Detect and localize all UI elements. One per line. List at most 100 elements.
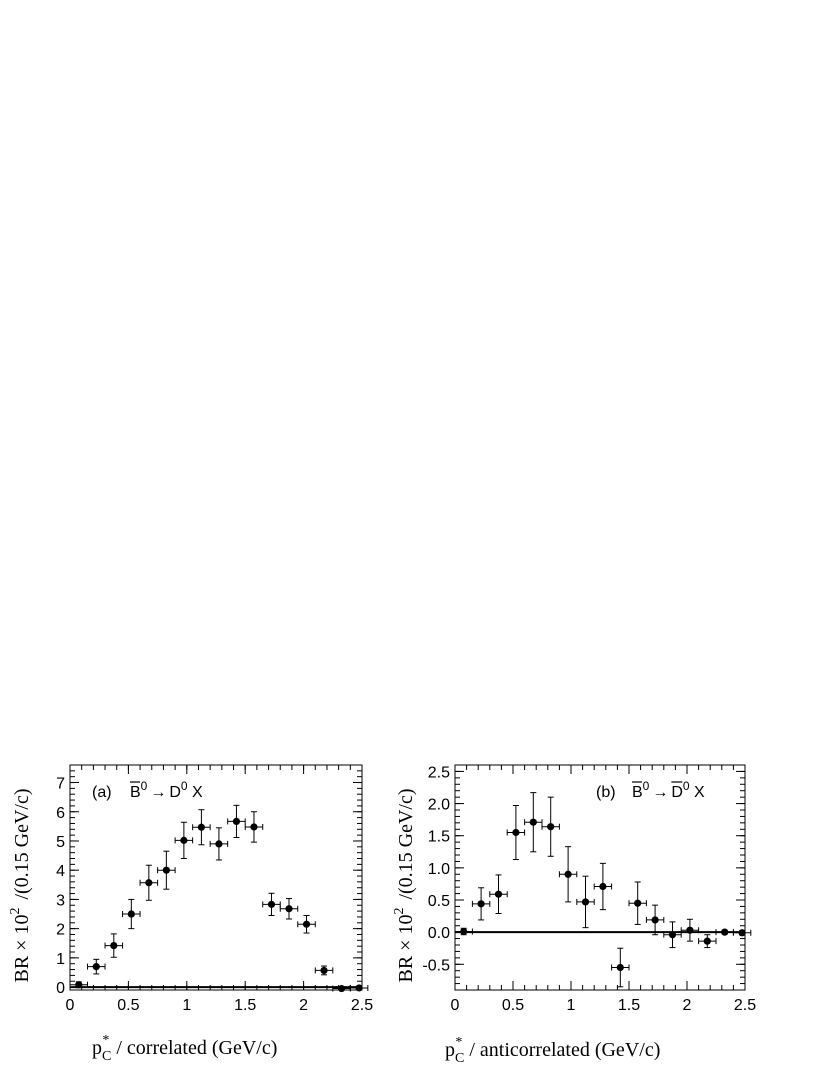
data-marker <box>285 905 293 913</box>
decay-arrow-a: → <box>150 784 166 801</box>
data-point-a-13 <box>279 898 299 920</box>
decay-b-charge-a: 0 <box>141 779 148 793</box>
data-marker <box>302 920 311 928</box>
data-marker <box>460 927 468 936</box>
x-tick-label-a: 2.5 <box>351 997 373 1014</box>
data-marker <box>320 966 328 975</box>
data-point-a-6 <box>157 850 176 890</box>
data-marker <box>232 817 241 825</box>
y-axis-title-b: BR × 102 /(0.15 GeV/c) <box>392 788 417 982</box>
x-tick-label-b: 1 <box>567 997 576 1014</box>
y-tick-label-a: 4 <box>56 863 65 880</box>
data-point-b-12 <box>645 904 665 936</box>
y-title-pre-a: BR × 10 <box>11 915 33 983</box>
data-marker <box>738 929 746 937</box>
data-marker <box>162 866 170 874</box>
data-point-b-15 <box>698 934 717 949</box>
data-marker <box>651 916 659 924</box>
data-point-a-3 <box>104 933 124 958</box>
decay-label-a: B0 → D0 X <box>130 779 203 801</box>
data-marker <box>686 926 694 934</box>
x-tick-label-b: 1.5 <box>618 997 640 1014</box>
x-title-sup-b: * <box>455 1035 462 1050</box>
y-tick-label-b: 0.0 <box>428 925 450 942</box>
data-point-a-15 <box>314 965 334 976</box>
panel-b: 0 0.5 1 1.5 2 2.5 -0.5 0.0 0.5 1.0 1.5 2.0 2.5 (b) B… <box>392 764 756 1066</box>
decay-d-charge-a: 0 <box>181 779 188 793</box>
data-point-b-8 <box>576 875 595 929</box>
x-tick-label-b: 2 <box>683 997 692 1014</box>
y-tick-label-b: 2.0 <box>428 797 450 814</box>
y-title-pre-b: BR × 10 <box>395 915 417 983</box>
y-tick-label-a: 7 <box>56 776 65 793</box>
decay-arrow-b: → <box>652 784 668 801</box>
data-point-a-14 <box>297 914 316 934</box>
x-tick-label-b: 2.5 <box>734 997 756 1014</box>
decay-d-a: D <box>169 784 181 801</box>
y-tick-label-b: 1.5 <box>428 829 450 846</box>
x-tick-label-a: 0.5 <box>117 997 139 1014</box>
plot-frame-b <box>454 764 746 991</box>
data-marker <box>110 941 118 950</box>
data-marker <box>477 900 485 908</box>
y-tick-label-a: 6 <box>56 805 65 822</box>
data-marker <box>197 823 205 831</box>
y-title-sup-b: 2 <box>392 908 407 915</box>
x-title-rest-b: / anticorrelated (GeV/c) <box>464 1039 660 1061</box>
ticks-b: 0 0.5 1 1.5 2 2.5 -0.5 0.0 0.5 1.0 1.5 2.0 2.5 <box>422 764 756 1014</box>
data-point-a-4 <box>122 898 141 930</box>
data-point-b-7 <box>558 846 578 903</box>
x-title-sup-a: * <box>102 1033 109 1048</box>
data-points-a <box>69 804 369 993</box>
x-tick-label-b: 0.5 <box>502 997 524 1014</box>
data-point-b-14 <box>680 918 700 942</box>
data-marker <box>127 910 135 918</box>
data-point-a-17 <box>349 984 369 992</box>
y-title-sup-a: 2 <box>8 908 23 915</box>
data-point-b-10 <box>611 947 630 988</box>
y-tick-label-a: 2 <box>56 922 65 939</box>
data-point-a-5 <box>139 864 159 901</box>
x-title-rest-a: / correlated (GeV/c) <box>111 1037 277 1059</box>
data-point-a-11 <box>244 811 264 843</box>
x-title-main-a: p <box>92 1037 102 1059</box>
data-point-b-6 <box>541 796 560 857</box>
x-tick-label-a: 1.5 <box>234 997 256 1014</box>
y-tick-label-b: -0.5 <box>422 957 450 974</box>
y-title-post-a: /(0.15 GeV/c) <box>11 788 33 899</box>
data-marker <box>75 981 83 989</box>
x-axis-title-b: pC* / anticorrelated (GeV/c) <box>445 1035 660 1066</box>
decay-b-charge-b: 0 <box>643 779 650 793</box>
data-point-a-12 <box>262 892 281 916</box>
data-marker <box>721 928 729 936</box>
decay-label-b: B0 → D0 X <box>632 779 705 801</box>
data-point-b-1 <box>454 927 473 936</box>
decay-x-b: X <box>690 784 705 801</box>
data-point-b-2 <box>471 887 491 921</box>
data-point-a-9 <box>209 827 229 861</box>
panel-label-b: (b) <box>596 784 616 801</box>
y-tick-label-a: 5 <box>56 834 65 851</box>
y-title-post-b: /(0.15 GeV/c) <box>395 788 417 899</box>
y-tick-label-b: 1.0 <box>428 861 450 878</box>
x-tick-label-a: 2 <box>299 997 308 1014</box>
data-marker <box>581 898 590 906</box>
data-marker <box>616 963 624 972</box>
data-point-b-9 <box>593 862 613 911</box>
data-point-a-8 <box>192 809 211 846</box>
y-tick-label-a: 3 <box>56 892 65 909</box>
decay-b-a: B <box>130 784 141 801</box>
data-point-a-10 <box>227 804 246 838</box>
x-tick-label-a: 0 <box>66 997 75 1014</box>
data-marker <box>494 890 503 898</box>
decay-d-b: D <box>671 784 683 801</box>
data-point-b-13 <box>663 921 682 949</box>
data-marker <box>215 840 223 848</box>
x-tick-label-b: 0 <box>451 997 460 1014</box>
data-points-b <box>454 792 752 988</box>
x-title-main-b: p <box>445 1039 455 1061</box>
decay-b-b: B <box>632 784 643 801</box>
x-title-sub-b: C <box>455 1051 464 1066</box>
y-tick-label-a: 0 <box>56 980 65 997</box>
